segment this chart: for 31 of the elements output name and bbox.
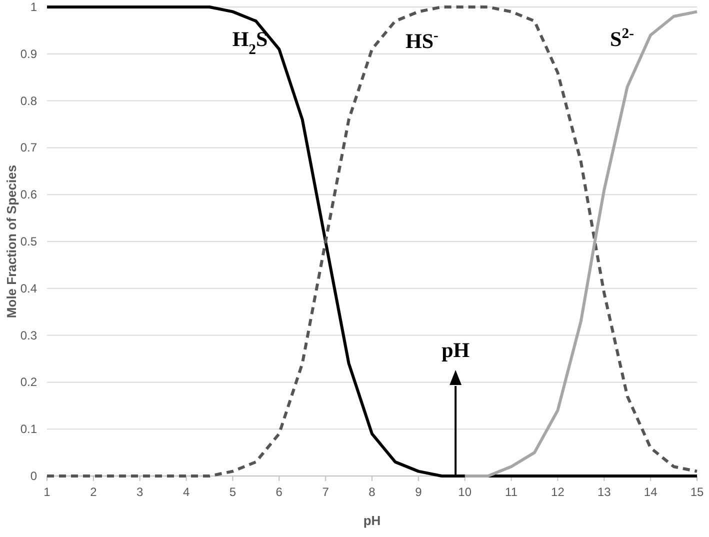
y-tick-label: 0.5 [20,234,38,248]
x-tick-label: 14 [644,485,658,499]
y-tick-label: 0.3 [20,328,38,342]
y-tick-label: 0.9 [20,46,38,61]
y-tick-label: 0.2 [20,375,38,390]
x-tick-label: 13 [597,485,612,499]
x-tick-label: 6 [276,485,283,499]
x-tick-label: 10 [458,485,472,499]
x-tick-label: 5 [229,485,236,499]
x-tick-label: 4 [182,485,190,499]
y-tick-label: 0 [30,469,38,483]
x-tick-label: 3 [136,485,144,499]
x-tick-label: 15 [690,485,704,499]
y-tick-label: 0.8 [20,94,38,108]
x-tick-label: 2 [90,485,98,499]
x-axis-title: pH [363,513,381,528]
y-tick-label: 0.6 [20,188,38,202]
x-tick-label: 7 [322,485,330,499]
y-axis-title: Mole Fraction of Species [4,164,19,318]
y-tick-label: 1 [30,0,38,14]
x-tick-label: 12 [551,485,565,499]
series-label: HS$^{-}$ [406,28,439,53]
x-tick-label: 11 [505,485,518,499]
y-tick-label: 0.7 [20,140,38,155]
x-tick-label: 9 [415,485,422,499]
x-tick-label: 8 [368,485,376,499]
annotation: pH [442,338,470,362]
series-label: S$^{2-}$ [610,26,634,51]
y-tick-label: 0.4 [20,281,38,296]
y-tick-label: 0.1 [20,422,38,436]
x-tick-label: 1 [44,485,51,499]
